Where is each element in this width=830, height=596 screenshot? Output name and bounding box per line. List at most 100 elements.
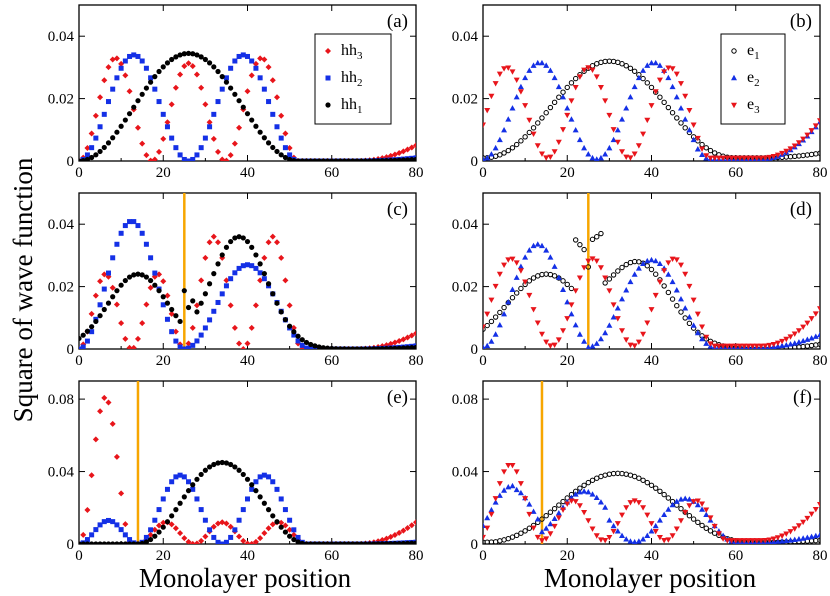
- point-hh3: [134, 124, 141, 131]
- point-e1: [518, 530, 524, 536]
- point-e2: [576, 136, 583, 143]
- point-hh3: [160, 278, 167, 285]
- point-e2: [555, 83, 562, 90]
- y-tick-label: 0: [471, 342, 479, 358]
- point-e1: [564, 84, 570, 91]
- point-hh3: [202, 254, 209, 261]
- point-hh3: [118, 60, 125, 67]
- point-hh1: [190, 298, 196, 304]
- point-hh1: [358, 346, 364, 349]
- point-e3: [492, 496, 499, 502]
- point-hh2: [89, 532, 95, 538]
- point-e3: [732, 343, 739, 349]
- point-e3: [576, 503, 583, 509]
- point-e1: [497, 152, 503, 158]
- point-hh1: [316, 158, 322, 161]
- point-e3: [614, 139, 621, 146]
- y-tick-label: 0.08: [452, 392, 478, 408]
- point-hh2: [232, 270, 238, 276]
- point-e3: [496, 481, 503, 487]
- point-hh1: [131, 541, 137, 544]
- point-hh3: [252, 302, 259, 309]
- legend-label: e3: [747, 96, 760, 116]
- point-e2: [610, 136, 617, 143]
- point-hh3: [189, 324, 196, 331]
- point-e3: [669, 256, 676, 262]
- point-e3: [534, 534, 541, 541]
- point-hh2: [160, 302, 166, 308]
- point-e2: [488, 506, 495, 513]
- point-hh2: [89, 329, 95, 335]
- point-hh3: [244, 540, 251, 544]
- point-e2: [581, 488, 588, 494]
- point-e2: [652, 257, 659, 264]
- x-tick-label: 80: [409, 353, 424, 369]
- point-e1: [686, 320, 693, 327]
- point-e3: [736, 343, 743, 349]
- point-e3: [581, 67, 588, 73]
- point-hh1: [367, 346, 373, 349]
- point-hh1: [202, 56, 208, 63]
- point-hh2: [215, 299, 221, 305]
- point-hh3: [172, 525, 179, 532]
- point-hh1: [270, 144, 276, 151]
- y-tick-label: 0.08: [48, 392, 74, 408]
- point-hh3: [286, 526, 293, 533]
- point-hh1: [274, 148, 280, 155]
- point-hh2: [308, 346, 314, 349]
- point-hh2: [127, 53, 133, 59]
- point-e3: [585, 518, 592, 524]
- point-e3: [619, 149, 626, 155]
- point-hh2: [101, 286, 107, 292]
- point-hh1: [375, 346, 381, 349]
- point-hh1: [148, 536, 154, 543]
- point-hh2: [80, 344, 86, 349]
- point-e3: [707, 515, 714, 521]
- point-e3: [501, 469, 508, 475]
- point-hh2: [266, 99, 272, 105]
- point-hh3: [193, 302, 200, 309]
- point-e2: [673, 94, 680, 100]
- point-hh3: [282, 130, 289, 137]
- point-hh1: [388, 157, 394, 161]
- point-hh1: [194, 52, 200, 58]
- point-hh2: [186, 479, 192, 485]
- point-hh3: [143, 301, 150, 308]
- point-e3: [509, 256, 516, 262]
- point-hh2: [97, 522, 103, 528]
- point-e2: [677, 295, 684, 302]
- point-hh1: [126, 274, 133, 280]
- point-hh3: [223, 277, 230, 284]
- point-e1: [577, 241, 583, 248]
- point-e2: [589, 343, 596, 349]
- point-e2: [669, 278, 676, 285]
- point-e1: [640, 477, 646, 483]
- point-hh2: [270, 479, 276, 485]
- point-e3: [593, 533, 600, 539]
- point-e3: [804, 515, 811, 522]
- point-hh3: [282, 522, 289, 529]
- point-hh3: [189, 63, 196, 70]
- point-hh1: [190, 51, 196, 57]
- point-e1: [560, 278, 566, 284]
- point-hh2: [190, 486, 196, 492]
- legend-marker-e3: [731, 102, 737, 109]
- point-e2: [703, 340, 710, 346]
- point-hh1: [84, 156, 91, 161]
- point-e3: [648, 307, 655, 313]
- point-hh1: [160, 294, 166, 300]
- point-hh1: [324, 158, 331, 161]
- point-e2: [526, 501, 533, 507]
- y-axis-title: Square of wave function: [8, 157, 38, 422]
- point-hh2: [93, 527, 99, 533]
- point-hh1: [299, 540, 305, 544]
- point-e2: [656, 260, 663, 267]
- point-hh1: [396, 540, 402, 544]
- point-hh1: [265, 507, 272, 513]
- point-e3: [783, 336, 790, 343]
- point-hh1: [101, 541, 107, 544]
- point-hh1: [122, 541, 128, 544]
- point-hh1: [206, 281, 213, 287]
- point-hh1: [358, 541, 364, 544]
- point-e3: [534, 320, 541, 326]
